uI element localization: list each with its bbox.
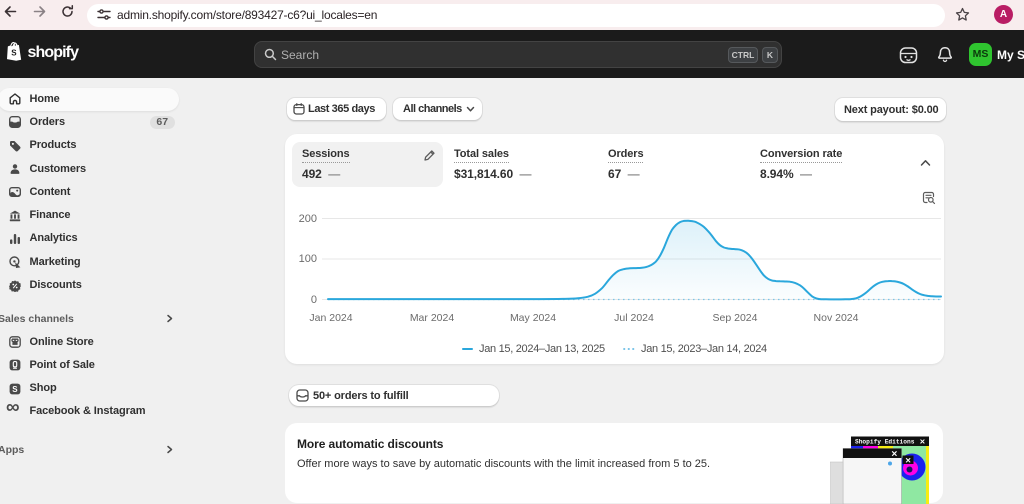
svg-text:S: S — [11, 49, 17, 58]
svg-text:S: S — [12, 385, 18, 394]
svg-text:✕: ✕ — [905, 457, 911, 466]
svg-text:Shopify Editions: Shopify Editions — [855, 439, 915, 446]
svg-text:✕: ✕ — [919, 439, 925, 447]
svg-text:✕: ✕ — [891, 451, 898, 460]
